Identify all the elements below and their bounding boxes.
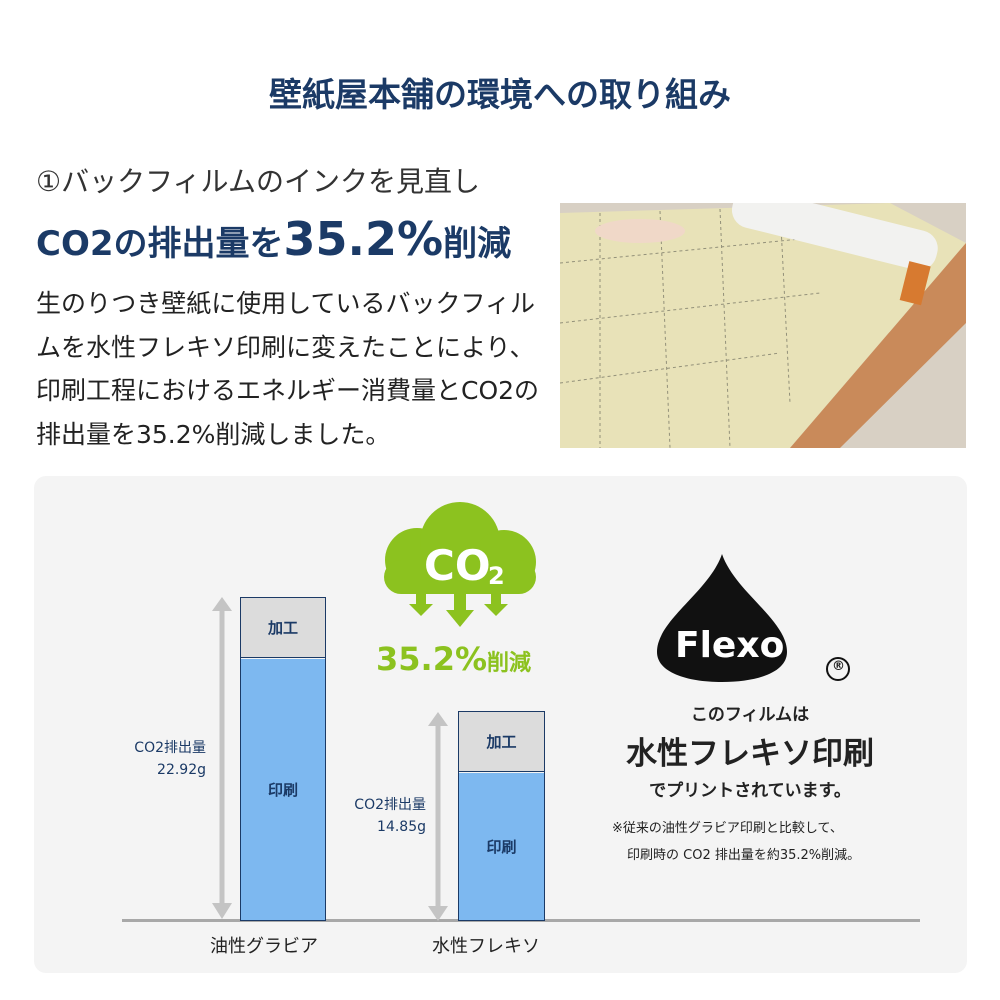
total-value: 22.92g <box>157 762 206 778</box>
total-label-text: CO2排出量 <box>354 797 426 813</box>
registered-mark: ® <box>832 659 845 674</box>
headline-value: 35.2% <box>283 212 444 266</box>
bar-oil-gravure: 加工 印刷 <box>240 597 326 921</box>
wallpaper-roll-illustration <box>560 203 966 448</box>
total-label-text: CO2排出量 <box>134 740 206 756</box>
flexo-logo-icon: Flexo <box>657 554 850 682</box>
page-title: 壁紙屋本舗の環境への取り組み <box>269 75 731 114</box>
headline: CO2の排出量を35.2%削減 <box>36 212 511 266</box>
flexo-logo-text: Flexo <box>675 625 784 666</box>
total-arrow-0 <box>212 597 232 919</box>
cloud-subscript: 2 <box>488 562 505 590</box>
category-label-1: 水性フレキソ <box>432 936 540 957</box>
flexo-line2: 水性フレキソ印刷 <box>626 736 874 772</box>
total-value: 14.85g <box>377 819 426 835</box>
description: 生のりつき壁紙に使用しているバックフィルムを水性フレキソ印刷に変えたことにより、… <box>36 289 540 449</box>
flexo-line3: でプリントされています。 <box>649 781 851 801</box>
section-subtitle: ①バックフィルムのインクを見直し <box>36 165 480 198</box>
bar-water-flexo: 加工 印刷 <box>458 711 545 921</box>
segment-processing: 加工 <box>241 598 325 658</box>
segment-printing: 印刷 <box>241 659 325 920</box>
total-label-1: CO2排出量 14.85g <box>316 794 426 838</box>
reduction-value: 35.2% <box>376 640 488 678</box>
segment-printing: 印刷 <box>459 773 544 920</box>
headline-pre: CO2の排出量を <box>36 224 284 264</box>
flexo-line1: このフィルムは <box>690 705 810 725</box>
reduction-suffix: 削減 <box>487 651 532 676</box>
flexo-note1: ※従来の油性グラビア印刷と比較して、 <box>612 821 843 836</box>
wallpaper-photo <box>560 203 966 448</box>
total-arrow-1 <box>428 712 448 921</box>
cloud-text: CO <box>424 541 491 590</box>
reduction-label: 35.2%削減 <box>376 640 531 678</box>
co2-cloud-icon: CO 2 <box>384 502 536 627</box>
flexo-note2: 印刷時の CO2 排出量を約35.2%削減。 <box>627 848 861 863</box>
headline-post: 削減 <box>443 224 512 264</box>
total-label-0: CO2排出量 22.92g <box>100 737 206 781</box>
segment-processing: 加工 <box>459 712 544 773</box>
category-label-0: 油性グラビア <box>210 936 318 957</box>
